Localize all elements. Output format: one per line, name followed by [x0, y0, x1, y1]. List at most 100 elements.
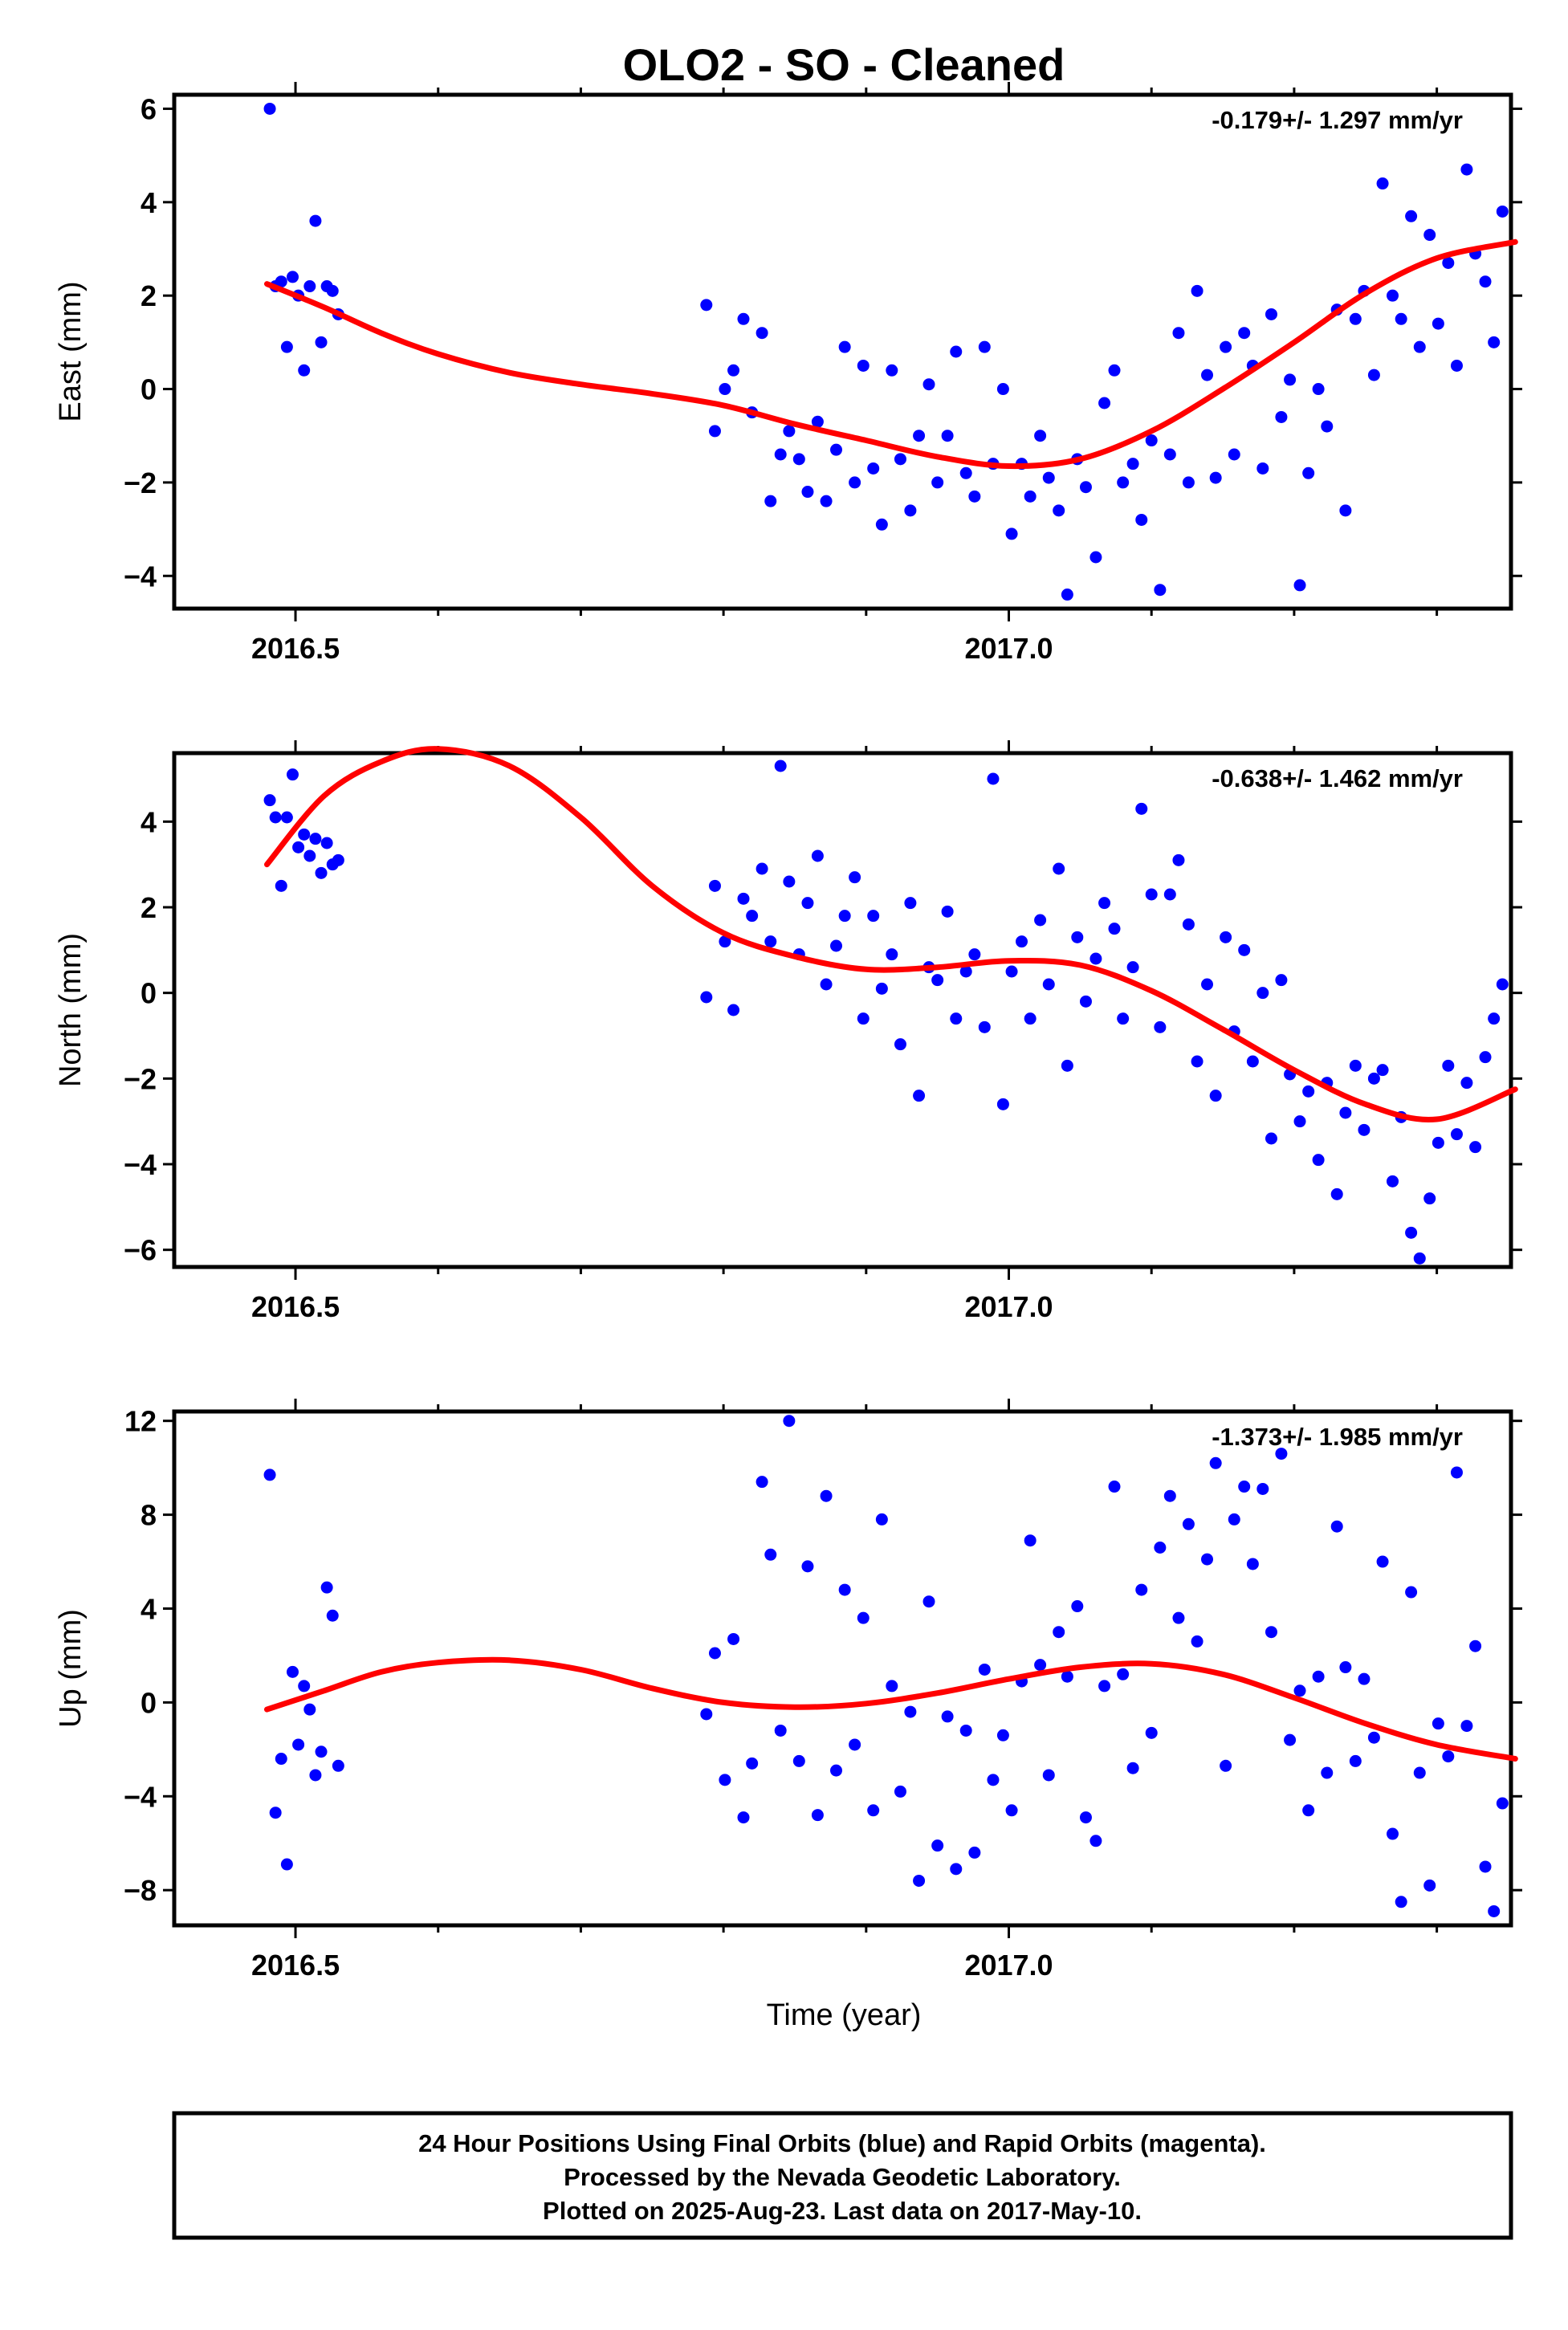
up-data-point [1228, 1513, 1240, 1525]
east-data-point [263, 102, 276, 115]
up-data-point [1405, 1586, 1418, 1599]
east-data-point [774, 448, 787, 461]
east-data-point [1367, 369, 1380, 381]
north-data-point [1256, 987, 1269, 1000]
north-data-point [1496, 978, 1509, 991]
north-data-point [1126, 961, 1139, 974]
up-plot-frame [172, 1409, 1513, 1928]
up-data-point [269, 1807, 282, 1819]
up-data-point [727, 1632, 740, 1645]
north-y-tick-label: −4 [124, 1148, 157, 1181]
east-data-point [1432, 317, 1444, 330]
north-data-point [263, 794, 276, 807]
up-data-point [1387, 1827, 1399, 1840]
north-data-point [1108, 923, 1121, 935]
up-data-point [1024, 1534, 1037, 1547]
east-data-point [280, 340, 293, 353]
east-data-point [1108, 364, 1121, 377]
up-data-point [1265, 1626, 1277, 1639]
up-data-point [968, 1846, 981, 1859]
north-data-point [867, 910, 880, 923]
up-data-point [755, 1476, 768, 1489]
up-x-ticks: 2016.5 2017.0 [251, 1399, 1439, 1982]
north-data-point [292, 841, 305, 853]
east-data-point [1395, 312, 1407, 325]
east-data-point [830, 443, 843, 456]
east-data-point [326, 284, 339, 297]
north-data-point [801, 897, 814, 910]
east-y-ticks: 6 4 2 0 −2 −4 [124, 92, 1522, 593]
east-y-tick-label: 0 [141, 373, 157, 406]
north-data-point [1413, 1252, 1426, 1265]
north-data-point [830, 939, 843, 952]
east-data-point [1405, 210, 1418, 222]
up-y-tick-label: 12 [124, 1405, 157, 1438]
north-data-point [1172, 853, 1185, 866]
up-data-point [1034, 1659, 1047, 1672]
up-data-point [719, 1774, 731, 1786]
east-y-tick-label: −4 [124, 560, 157, 593]
up-data-point [764, 1548, 777, 1561]
north-data-point [1246, 1055, 1259, 1068]
up-data-point [332, 1759, 344, 1772]
east-data-point [727, 364, 740, 377]
east-x-tick-label: 2016.5 [251, 632, 340, 665]
east-data-point [1387, 289, 1399, 302]
north-data-point [275, 879, 287, 892]
up-data-point [830, 1764, 843, 1777]
east-data-point [904, 504, 917, 517]
east-data-point [1256, 462, 1269, 475]
up-data-point [1108, 1481, 1121, 1493]
up-data-point [1042, 1769, 1055, 1782]
east-data-point [1488, 336, 1501, 348]
east-data-point [1275, 410, 1288, 423]
up-data-point [1395, 1896, 1407, 1908]
up-y-axis-label: Up (mm) [54, 1609, 88, 1728]
east-data-point [996, 383, 1009, 396]
east-y-tick-label: 2 [141, 279, 157, 312]
east-data-point [867, 462, 880, 475]
up-data-point [1339, 1661, 1352, 1674]
north-x-ticks: 2016.5 2017.0 [251, 740, 1439, 1323]
up-data-point [1376, 1555, 1389, 1568]
up-data-point [894, 1785, 906, 1798]
up-x-tick-label: 2017.0 [964, 1949, 1053, 1982]
north-plot-frame [172, 751, 1513, 1269]
north-data-point [708, 879, 721, 892]
east-data-point [309, 214, 322, 227]
east-data-point [1061, 589, 1073, 601]
up-data-point [1450, 1466, 1463, 1479]
north-data-point [298, 828, 311, 841]
up-panel: -1.373+/- 1.985 mm/yr Up (mm) 12840−4−8 … [54, 1399, 1522, 1982]
up-data-point [792, 1754, 805, 1767]
east-x-tick-label: 2017.0 [964, 632, 1053, 665]
east-data-point [700, 299, 713, 312]
up-data-point [1330, 1520, 1343, 1533]
east-x-ticks: 2016.5 2017.0 [251, 82, 1439, 665]
east-data-point [1042, 471, 1055, 484]
north-data-point [875, 982, 888, 995]
east-data-point [1079, 481, 1092, 494]
east-data-point [959, 466, 972, 479]
north-data-point [764, 935, 777, 948]
north-data-point [886, 948, 898, 961]
up-data-point [1432, 1717, 1444, 1730]
up-data-point [746, 1757, 759, 1770]
east-data-point [922, 378, 935, 391]
up-data-point [1005, 1804, 1018, 1817]
north-data-point [332, 853, 344, 866]
east-data-point [1479, 275, 1492, 288]
up-data-point [275, 1753, 287, 1766]
north-data-point [968, 948, 981, 961]
east-data-point [1450, 359, 1463, 372]
up-data-point [1460, 1720, 1473, 1733]
east-data-point [950, 345, 963, 358]
up-y-ticks: 12 8 4 0 −4 −8 [124, 1405, 1522, 1907]
north-data-point [286, 768, 299, 781]
up-x-tick-label: 2016.5 [251, 1949, 340, 1982]
up-data-point [737, 1811, 750, 1824]
east-data-point [783, 425, 796, 438]
north-data-point [1330, 1187, 1343, 1200]
up-data-points [263, 1415, 1509, 1917]
up-data-point [950, 1863, 963, 1876]
